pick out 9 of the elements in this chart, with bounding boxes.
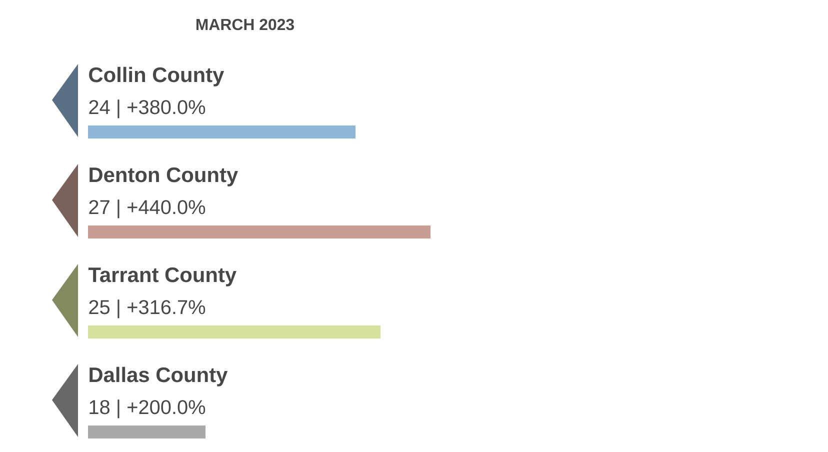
y-tick-label: Denton County bbox=[90, 167, 238, 186]
data-label: 25 | +316.7% bbox=[89, 300, 206, 318]
data-label: 18 | +200.0% bbox=[90, 400, 206, 418]
data-label: 27 | +440.0% bbox=[89, 200, 206, 218]
chart-title: MARCH 2023 bbox=[196, 18, 294, 30]
y-tick-label: Dallas County bbox=[90, 366, 228, 386]
data-label: 24 | +380.0% bbox=[89, 100, 206, 118]
y-tick-label: Tarrant County bbox=[88, 267, 236, 286]
y-tick-label: Collin County bbox=[89, 66, 224, 86]
